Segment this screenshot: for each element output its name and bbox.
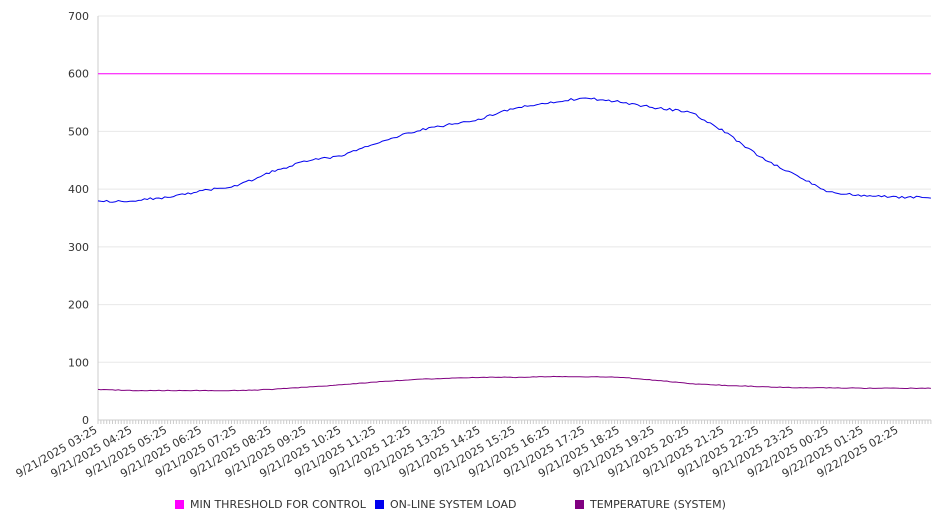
y-tick-label: 600: [68, 68, 89, 81]
grid-lines: [98, 15, 931, 363]
legend-label: MIN THRESHOLD FOR CONTROL: [190, 498, 366, 511]
y-tick-label: 200: [68, 299, 89, 312]
legend-item-load[interactable]: ON-LINE SYSTEM LOAD: [375, 498, 516, 511]
y-tick-label: 500: [68, 125, 89, 138]
legend-item-threshold[interactable]: MIN THRESHOLD FOR CONTROL: [175, 498, 366, 511]
y-tick-label: 0: [82, 414, 89, 427]
legend-swatch: [175, 500, 184, 509]
y-tick-label: 700: [68, 10, 89, 23]
legend-label: TEMPERATURE (SYSTEM): [590, 498, 726, 511]
legend-item-temperature[interactable]: TEMPERATURE (SYSTEM): [575, 498, 726, 511]
legend-swatch: [575, 500, 584, 509]
y-axis: 0 100 200 300 400 500 600 700: [68, 10, 99, 427]
legend-swatch: [375, 500, 384, 509]
x-axis: 9/21/2025 03:259/21/2025 04:259/21/2025 …: [14, 419, 932, 480]
y-tick-label: 100: [68, 356, 89, 369]
series-line-load: [97, 97, 931, 203]
y-tick-label: 400: [68, 183, 89, 196]
series-lines: [97, 73, 931, 392]
series-line-temperature: [97, 375, 931, 392]
y-tick-label: 300: [68, 241, 89, 254]
legend: MIN THRESHOLD FOR CONTROL ON-LINE SYSTEM…: [0, 498, 946, 514]
legend-label: ON-LINE SYSTEM LOAD: [390, 498, 517, 511]
